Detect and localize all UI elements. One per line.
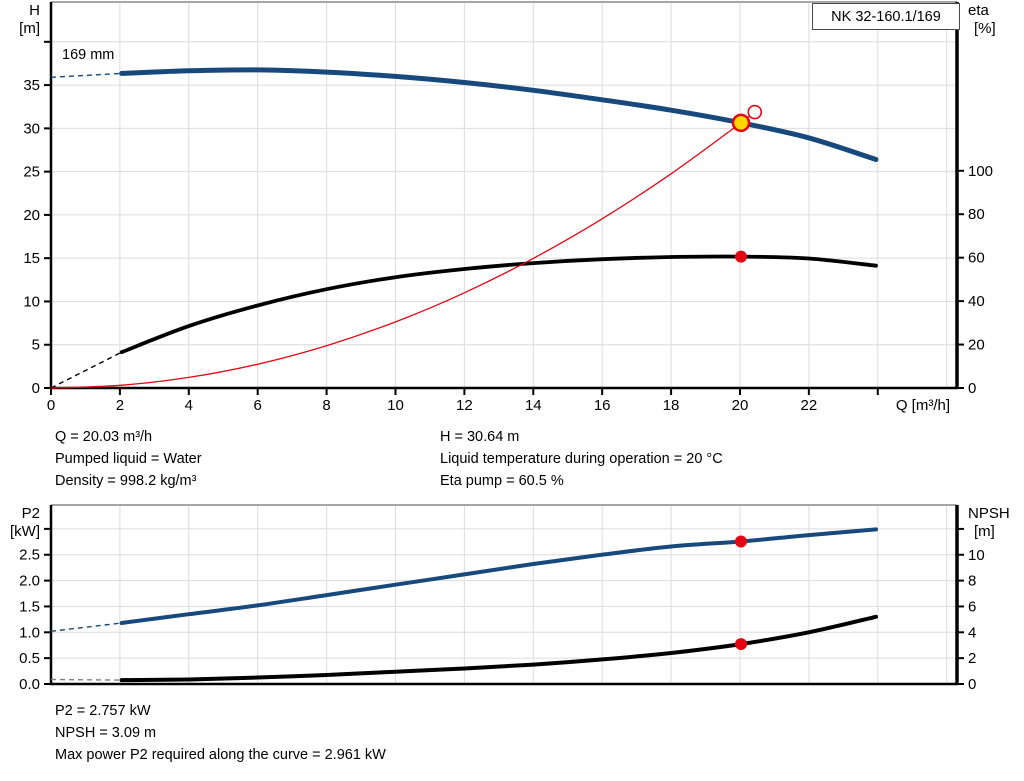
- y-right-tick-label: 6: [968, 598, 976, 615]
- gridlines: [51, 2, 957, 388]
- y-right-axis-name: NPSH: [968, 505, 1010, 522]
- x-tick-label: 20: [732, 397, 749, 414]
- p2-curve-dashed-lead: [50, 622, 122, 632]
- y-left-axis-unit: [kW]: [10, 523, 40, 540]
- head-curve: [119, 67, 879, 162]
- liquid-temperature-value: Liquid temperature during operation = 20…: [440, 451, 723, 467]
- y-left-axis-name: P2: [22, 505, 40, 522]
- y-right-tick-label: 60: [968, 250, 985, 267]
- y-left-tick-label: 15: [23, 250, 40, 267]
- x-tick-label: 10: [387, 397, 404, 414]
- x-axis-unit-label: Q [m³/h]: [896, 397, 950, 414]
- x-tick-label: 18: [663, 397, 680, 414]
- y-left-tick-label: 2.5: [19, 547, 40, 564]
- y-right-tick-label: 80: [968, 206, 985, 223]
- eta-curve: [119, 254, 878, 355]
- pumped-liquid-value: Pumped liquid = Water: [55, 451, 202, 467]
- head-value: H = 30.64 m: [440, 429, 520, 445]
- y-right-tick-label: 20: [968, 337, 985, 354]
- eta-duty-point: [735, 250, 748, 263]
- head-curve-dashed-lead: [50, 72, 122, 78]
- y-right-tick-label: 100: [968, 163, 993, 180]
- y-right-tick-label: 10: [968, 547, 985, 564]
- y-left-tick-label: 30: [23, 120, 40, 137]
- duty-point[interactable]: [731, 113, 751, 133]
- power-data-column: P2 = 2.757 kW NPSH = 3.09 m Max power P2…: [55, 700, 386, 766]
- y-left-tick-label: 10: [23, 293, 40, 310]
- axes: 0 5 10 15 20 25 30 35 0 20 40 60 80 100 0 2 4 6 8 10 12 14 16 1…: [19, 2, 996, 414]
- density-value: Density = 998.2 kg/m³: [55, 473, 197, 489]
- x-tick-label: 2: [116, 397, 124, 414]
- y-left-tick-label: 0.0: [19, 676, 40, 693]
- pump-model-label: NK 32-160.1/169: [831, 8, 941, 25]
- npsh-curve: [119, 614, 878, 683]
- y-left-tick-label: 1.5: [19, 598, 40, 615]
- y-right-tick-label: 4: [968, 624, 976, 641]
- y-right-axis-name: eta: [968, 2, 990, 19]
- x-tick-label: 16: [594, 397, 611, 414]
- max-power-value: Max power P2 required along the curve = …: [55, 747, 386, 763]
- gridlines: [51, 505, 957, 684]
- y-left-tick-label: 2.0: [19, 573, 40, 590]
- y-left-axis-unit: [m]: [19, 20, 40, 37]
- p2-npsh-chart: 0.0 0.5 1.0 1.5 2.0 2.5 0 2 4 6 8 10 P2[kW] NPSH[m]: [10, 504, 1010, 693]
- y-right-tick-label: 0: [968, 676, 976, 693]
- affinity-curve: [50, 111, 756, 389]
- y-right-tick-label: 0: [968, 380, 976, 397]
- impeller-diameter-label: 169 mm: [62, 47, 115, 63]
- x-tick-label: 4: [185, 397, 193, 414]
- p2-curve: [119, 527, 878, 625]
- duty-data-right-column: H = 30.64 m Liquid temperature during op…: [440, 426, 723, 492]
- qh-eta-chart: 0 5 10 15 20 25 30 35 0 20 40 60 80 100 0 2 4 6 8 10 12 14 16 1…: [19, 1, 996, 414]
- x-tick-label: 12: [456, 397, 473, 414]
- eta-pump-value: Eta pump = 60.5 %: [440, 473, 564, 489]
- flow-value: Q = 20.03 m³/h: [55, 429, 153, 445]
- p2-duty-point: [735, 535, 748, 548]
- y-right-axis-unit: [%]: [974, 20, 996, 37]
- x-tick-label: 6: [254, 397, 262, 414]
- npsh-duty-point: [735, 638, 748, 651]
- duty-data-left-column: Q = 20.03 m³/h Pumped liquid = Water Den…: [55, 426, 202, 492]
- y-right-tick-label: 40: [968, 293, 985, 310]
- x-tick-label: 8: [322, 397, 330, 414]
- x-tick-label: 14: [525, 397, 542, 414]
- y-right-tick-label: 2: [968, 650, 976, 667]
- p2-value: P2 = 2.757 kW: [55, 703, 151, 719]
- y-right-axis-unit: [m]: [974, 523, 995, 540]
- x-tick-label: 22: [801, 397, 818, 414]
- y-left-tick-label: 1.0: [19, 624, 40, 641]
- x-tick-label: 0: [47, 397, 55, 414]
- axes: 0.0 0.5 1.0 1.5 2.0 2.5 0 2 4 6 8 10 P2[kW] NPSH[m]: [10, 505, 1010, 693]
- pump-model-badge: NK 32-160.1/169: [812, 3, 960, 30]
- y-left-tick-label: 5: [32, 337, 40, 354]
- y-left-tick-label: 0: [32, 380, 40, 397]
- y-left-tick-label: 20: [23, 207, 40, 224]
- eta-curve-dashed-lead: [50, 351, 122, 389]
- npsh-curve-dashed-lead: [50, 678, 122, 681]
- y-left-tick-label: 0.5: [19, 650, 40, 667]
- y-left-tick-label: 25: [23, 164, 40, 181]
- y-left-tick-label: 35: [23, 77, 40, 94]
- y-left-axis-name: H: [29, 2, 40, 19]
- npsh-value: NPSH = 3.09 m: [55, 725, 157, 741]
- y-right-tick-label: 8: [968, 573, 976, 590]
- full-diameter-point: [747, 104, 763, 120]
